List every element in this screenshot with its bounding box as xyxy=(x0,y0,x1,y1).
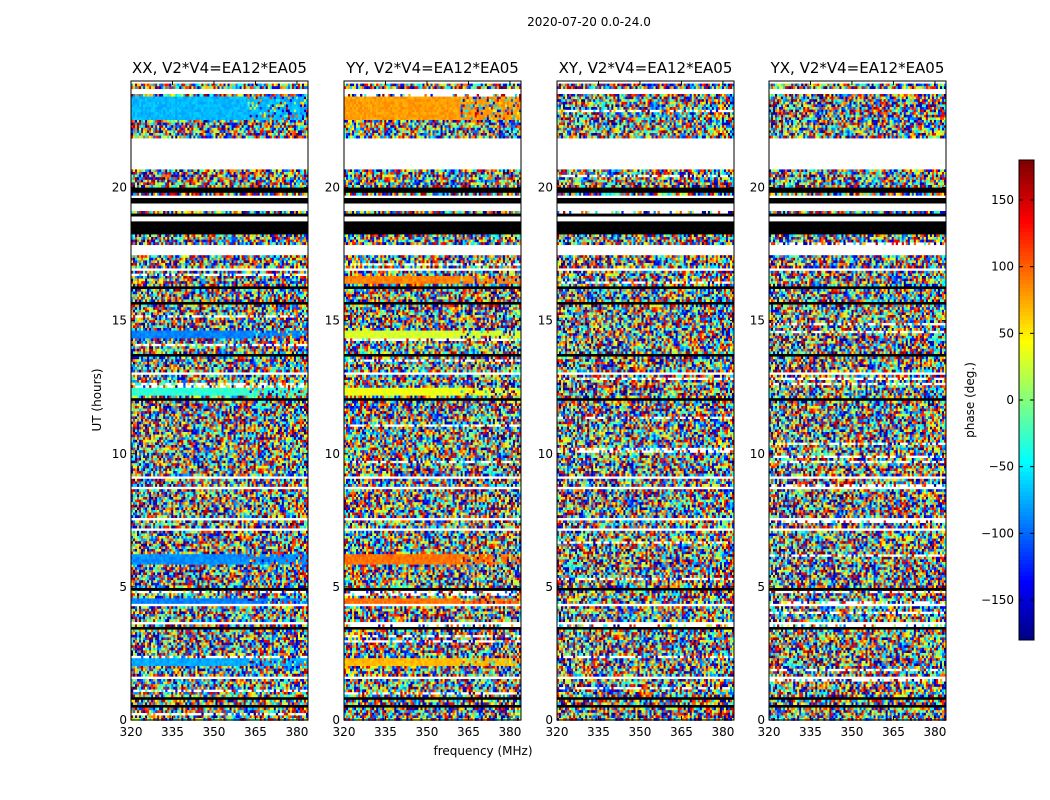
panel-1: XX, V2*V4=EA12*EA05 320 335 350 365 380 0 5 10 15… xyxy=(112,59,309,739)
y-tick-label: 5 xyxy=(545,580,553,594)
colorbar-label: phase (deg.) xyxy=(963,362,977,438)
y-tick-label: 0 xyxy=(119,713,127,727)
x-tick-label: 365 xyxy=(457,725,480,739)
panel-group: XX, V2*V4=EA12*EA05 320 335 350 365 380 0 5 10 15… xyxy=(112,59,947,739)
colorbar-tick-label: 100 xyxy=(991,260,1014,274)
colorbar: 150 100 50 0 −50 −100 −150 xyxy=(981,160,1034,641)
panel-title: XX, V2*V4=EA12*EA05 xyxy=(132,59,307,77)
panel-title: XY, V2*V4=EA12*EA05 xyxy=(559,59,733,77)
y-tick-label: 10 xyxy=(538,447,553,461)
x-tick-label: 365 xyxy=(244,725,267,739)
y-tick-label: 20 xyxy=(112,181,127,195)
colorbar-tick-label: −100 xyxy=(981,526,1014,540)
x-tick-label: 320 xyxy=(120,725,143,739)
y-tick-label: 20 xyxy=(325,181,340,195)
colorbar-tick-label: 50 xyxy=(999,326,1014,340)
panel-3: XY, V2*V4=EA12*EA05 320 335 350 365 380 0 5 10 15… xyxy=(538,59,735,739)
y-tick-label: 15 xyxy=(538,314,553,328)
y-tick-label: 0 xyxy=(545,713,553,727)
x-tick-label: 365 xyxy=(882,725,905,739)
y-tick-label: 0 xyxy=(332,713,340,727)
figure-suptitle: 2020-07-20 0.0-24.0 xyxy=(527,15,651,29)
x-tick-label: 365 xyxy=(670,725,693,739)
y-tick-label: 20 xyxy=(538,181,553,195)
x-tick-label: 350 xyxy=(203,725,226,739)
y-tick-label: 5 xyxy=(332,580,340,594)
phase-image xyxy=(131,84,308,721)
x-tick-label: 335 xyxy=(799,725,822,739)
y-tick-label: 20 xyxy=(750,181,765,195)
x-tick-label: 335 xyxy=(161,725,184,739)
colorbar-tick-label: 0 xyxy=(1006,393,1014,407)
y-tick-label: 15 xyxy=(325,314,340,328)
y-tick-label: 15 xyxy=(112,314,127,328)
panel-4: YX, V2*V4=EA12*EA05 320 335 350 365 380 0 5 10 15… xyxy=(750,59,947,739)
panel-title: YX, V2*V4=EA12*EA05 xyxy=(770,59,945,77)
x-tick-label: 335 xyxy=(374,725,397,739)
x-tick-label: 320 xyxy=(333,725,356,739)
y-tick-label: 10 xyxy=(750,447,765,461)
y-axis-label: UT (hours) xyxy=(90,368,104,431)
y-tick-label: 5 xyxy=(119,580,127,594)
x-tick-label: 380 xyxy=(285,725,308,739)
x-tick-label: 350 xyxy=(416,725,439,739)
y-tick-label: 10 xyxy=(112,447,127,461)
x-tick-label: 320 xyxy=(546,725,569,739)
y-tick-label: 5 xyxy=(757,580,765,594)
x-tick-label: 380 xyxy=(711,725,734,739)
y-tick-label: 0 xyxy=(757,713,765,727)
x-tick-label: 380 xyxy=(923,725,946,739)
x-axis-label: frequency (MHz) xyxy=(433,744,532,758)
y-tick-label: 15 xyxy=(750,314,765,328)
colorbar-tick-label: −150 xyxy=(981,593,1014,607)
panel-2: YY, V2*V4=EA12*EA05 320 335 350 365 380 0 5 10 15… xyxy=(325,59,522,739)
x-tick-label: 350 xyxy=(841,725,864,739)
colorbar-tick-label: 150 xyxy=(991,193,1014,207)
x-tick-label: 380 xyxy=(498,725,521,739)
panel-title: YY, V2*V4=EA12*EA05 xyxy=(345,59,519,77)
x-tick-label: 335 xyxy=(587,725,610,739)
colorbar-tick-label: −50 xyxy=(989,460,1014,474)
x-tick-label: 320 xyxy=(758,725,781,739)
y-tick-label: 10 xyxy=(325,447,340,461)
x-tick-label: 350 xyxy=(629,725,652,739)
